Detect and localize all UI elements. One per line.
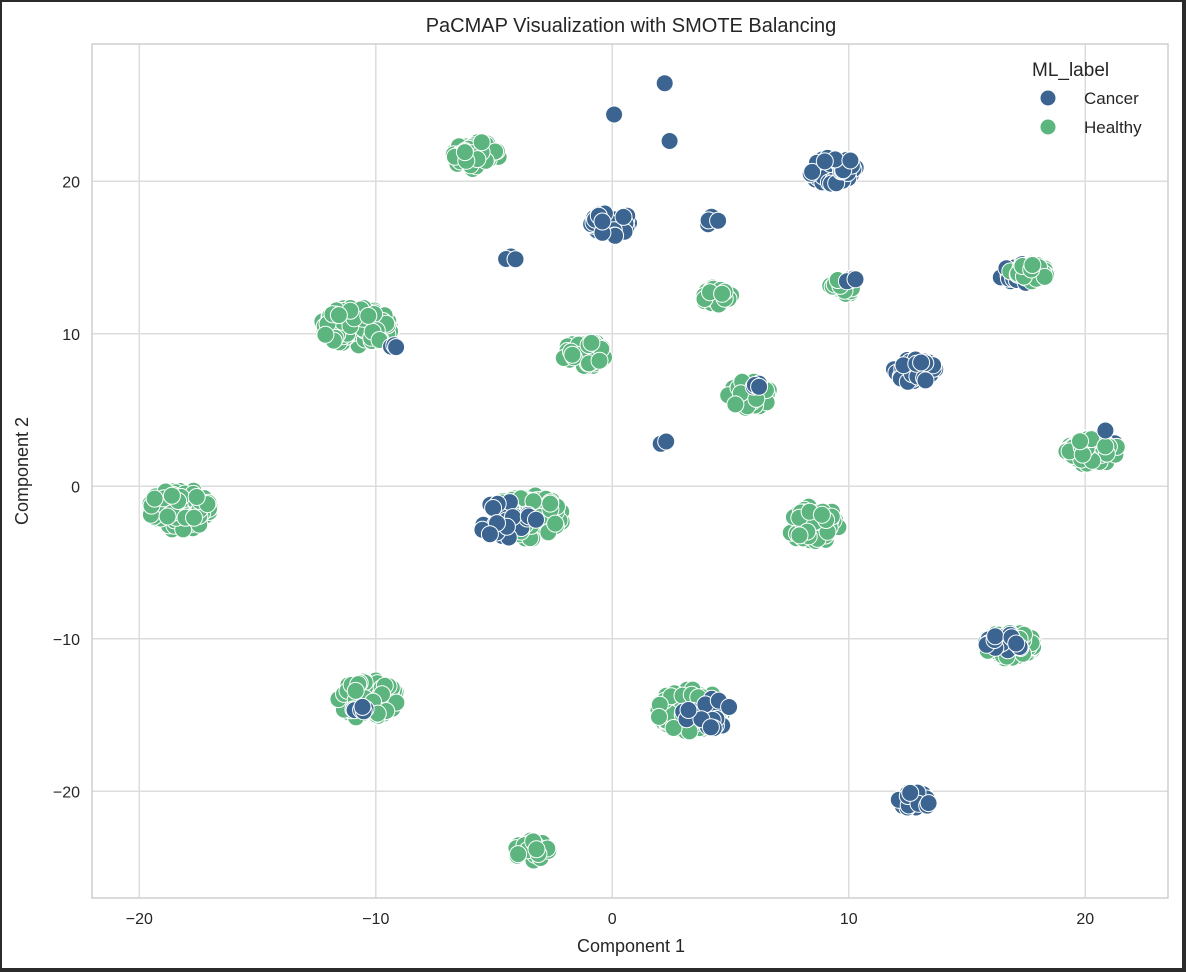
data-point-cancer [709,211,728,230]
x-tick-label: −20 [126,911,153,928]
data-point-cancer [1007,634,1026,653]
data-point-cancer [614,207,633,226]
data-point-cancer [527,510,545,529]
data-point-cancer [679,701,698,719]
data-point-cancer [720,698,739,716]
y-tick-label: 20 [62,174,80,191]
data-point-healthy [726,395,745,414]
data-point-cancer [815,152,834,171]
data-point-cancer [846,270,865,289]
data-point-cancer [387,338,406,357]
data-point-cancer [593,212,612,231]
data-point-healthy [790,526,809,545]
data-point-cancer [353,697,372,716]
tick-labels: −20 −10 0 10 20 −20 −10 0 10 20 [53,174,1094,928]
data-point-cancer [701,718,720,737]
data-point-cancer [912,353,931,372]
y-tick-label: 0 [71,479,80,496]
x-tick-label: 10 [840,911,858,928]
data-point-healthy [664,719,683,737]
data-point-healthy [650,707,668,726]
legend-marker-healthy [1039,118,1057,136]
x-axis-label: Component 1 [577,936,685,956]
data-point-healthy [541,494,560,513]
data-point-healthy [1096,437,1115,456]
data-point-healthy [713,284,732,303]
x-tick-label: 20 [1076,911,1094,928]
data-point-healthy [563,345,582,364]
y-axis-label: Component 2 [12,417,32,525]
data-point-cancer [901,783,920,802]
data-point-healthy [812,505,831,524]
chart-title: PaCMAP Visualization with SMOTE Balancin… [426,15,837,37]
data-point-cancer [657,432,676,451]
data-point-cancer [484,499,503,517]
data-point-cancer [605,105,624,124]
legend-marker-cancer [1039,89,1057,107]
data-point-healthy [185,508,203,527]
x-tick-label: −10 [362,911,389,928]
y-tick-label: 10 [62,327,80,344]
x-tick-label: 0 [608,911,617,928]
data-point-cancer [655,74,674,93]
data-point-cancer [986,627,1005,646]
data-point-healthy [582,333,601,352]
data-point-cancer [506,250,525,269]
data-point-healthy [187,488,206,506]
data-point-healthy [455,143,474,162]
plot-frame [91,43,1169,899]
legend: ML_label Cancer Healthy [1032,60,1142,137]
y-tick-label: −10 [53,632,80,649]
y-tick-label: −20 [53,784,80,801]
data-point-cancer [803,162,822,181]
data-point-healthy [359,306,378,325]
data-point-cancer [660,132,679,150]
plot-area [92,44,1168,898]
data-point-healthy [590,351,609,370]
data-point-healthy [145,489,164,508]
data-point-healthy [472,133,491,152]
data-point-cancer [750,377,769,396]
data-point-cancer [480,525,499,544]
data-point-healthy [527,840,546,859]
data-point-healthy [346,681,365,700]
data-point-healthy [1071,432,1089,451]
data-point-healthy [329,306,348,325]
data-point-cancer [1096,421,1115,440]
data-point-healthy [162,486,181,505]
data-point-cancer [919,794,938,813]
legend-label-cancer: Cancer [1084,89,1139,108]
data-point-healthy [509,845,528,864]
data-point-cancer [841,151,860,170]
data-point-cancer [916,371,935,390]
data-point-healthy [158,507,177,526]
legend-label-healthy: Healthy [1084,118,1142,137]
points-layer [140,74,1126,870]
data-point-healthy [546,514,565,533]
data-point-healthy [316,325,335,344]
data-point-healthy [1023,256,1042,274]
legend-title: ML_label [1032,60,1109,81]
